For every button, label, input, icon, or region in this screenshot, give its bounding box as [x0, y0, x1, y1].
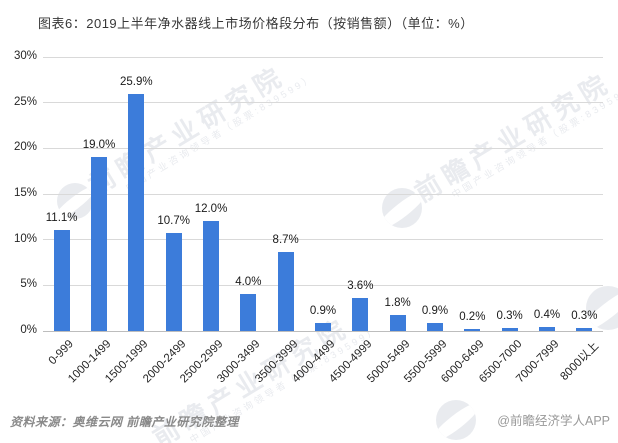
bar-data-label: 0.9% [309, 304, 337, 317]
watermark-logo-icon [436, 400, 476, 440]
watermark-brand: 前瞻产业研究院 [409, 66, 617, 208]
bar [501, 328, 518, 331]
bar-data-label: 4.0% [235, 276, 262, 289]
chart-title: 图表6：2019上半年净水器线上市场价格段分布（按销售额）（单位：%） [38, 16, 474, 31]
bar [352, 298, 369, 331]
watermark-logo-icon [586, 286, 618, 330]
bar-data-label: 11.1% [45, 211, 78, 224]
bar-data-label: 19.0% [82, 139, 116, 152]
bar-data-label: 8.7% [272, 233, 299, 246]
bar [165, 233, 182, 331]
x-axis-tick-label: 0-999 [46, 338, 77, 368]
bar-data-label: 0.9% [421, 304, 449, 317]
bar-data-label: 3.6% [347, 280, 374, 293]
bar-data-label: 25.9% [120, 76, 153, 89]
bar [315, 322, 331, 331]
bar [576, 328, 593, 331]
y-axis-tick-label: 20% [13, 141, 37, 154]
watermark-text: 前瞻产业研究院 中国产业咨询领导者（股票:839599） [409, 55, 618, 216]
y-axis-tick-label: 15% [13, 187, 37, 199]
y-axis-tick-label: 0% [20, 324, 37, 336]
bar [203, 221, 219, 331]
bar-data-label: 0.3% [571, 310, 598, 323]
bar [240, 294, 257, 331]
bar-data-label: 0.2% [459, 311, 486, 323]
bar [539, 327, 555, 331]
watermark-text: 前瞻产业研究院 中国产业咨询领导者（股票:839599） [83, 48, 317, 209]
watermark-logo-icon [57, 183, 93, 219]
bar [53, 229, 70, 331]
bar-data-label: 10.7% [157, 215, 190, 228]
bar [277, 251, 294, 331]
x-axis-tick-label: 8000以上 [558, 340, 601, 383]
bar [91, 157, 107, 331]
watermark-logo-icon [382, 188, 422, 228]
y-axis-tick-label: 5% [20, 278, 37, 291]
gridline [43, 102, 603, 104]
y-axis-tick-label: 10% [13, 232, 37, 245]
bar [128, 94, 145, 331]
bar-data-label: 1.8% [384, 296, 411, 309]
watermark-brand: 前瞻产业研究院 [83, 59, 291, 201]
credit-note: @前瞻经济学人APP [497, 414, 610, 428]
x-axis-line [43, 330, 603, 332]
gridline [43, 193, 603, 195]
bar-data-label: 0.3% [496, 310, 523, 323]
bar [427, 322, 443, 331]
gridline [43, 56, 603, 58]
y-axis-tick-label: 30% [13, 50, 37, 62]
source-note: 资料来源：奥维云网 前瞻产业研究院整理 [10, 415, 239, 429]
bar-data-label: 12.0% [194, 203, 228, 216]
gridline [43, 147, 603, 149]
gridline [43, 239, 603, 241]
gridline [43, 284, 603, 286]
y-axis-tick-label: 25% [13, 95, 37, 108]
bar [464, 329, 481, 331]
bar-data-label: 0.4% [533, 309, 561, 322]
bar [389, 314, 406, 331]
